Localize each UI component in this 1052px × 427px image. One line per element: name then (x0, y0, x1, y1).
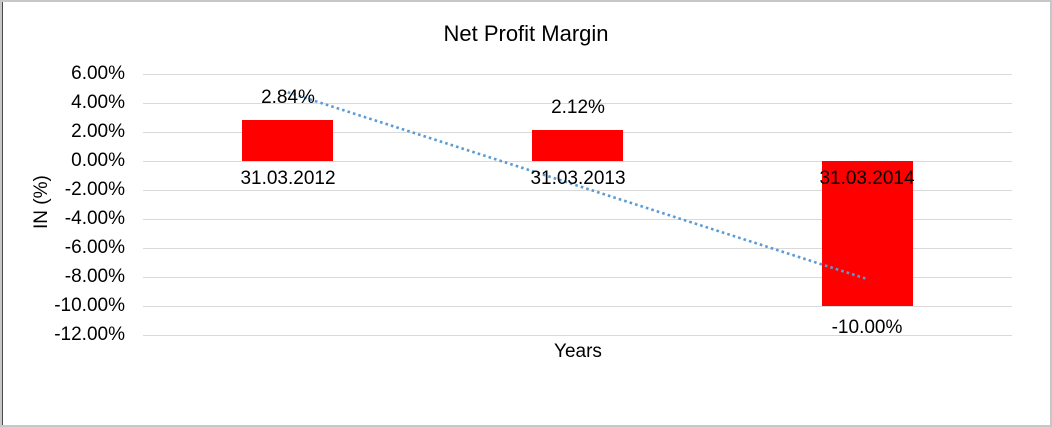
category-label: 31.03.2012 (240, 168, 336, 189)
category-label: 31.03.2014 (819, 168, 915, 189)
y-tick-label: -2.00% (64, 179, 125, 200)
gridline (143, 74, 1012, 75)
y-tick-label: -10.00% (54, 295, 125, 316)
x-axis-title: Years (554, 341, 602, 362)
bar-31.03.2013 (532, 130, 623, 161)
y-tick-label: 0.00% (71, 150, 125, 171)
y-tick-label: -12.00% (54, 324, 125, 345)
category-label: 31.03.2013 (530, 168, 626, 189)
y-tick-label: -4.00% (64, 208, 125, 229)
data-label: 2.84% (261, 87, 315, 108)
y-tick-label: 6.00% (71, 63, 125, 84)
data-label: -10.00% (831, 317, 903, 338)
data-label: 2.12% (551, 97, 605, 118)
y-tick-label: -8.00% (64, 266, 125, 287)
chart-title: Net Profit Margin (443, 21, 609, 46)
y-tick-label: 4.00% (71, 92, 125, 113)
gridline (143, 306, 1012, 307)
bar-31.03.2012 (242, 120, 333, 161)
y-tick-label: -6.00% (64, 237, 125, 258)
y-tick-label: 2.00% (71, 121, 125, 142)
